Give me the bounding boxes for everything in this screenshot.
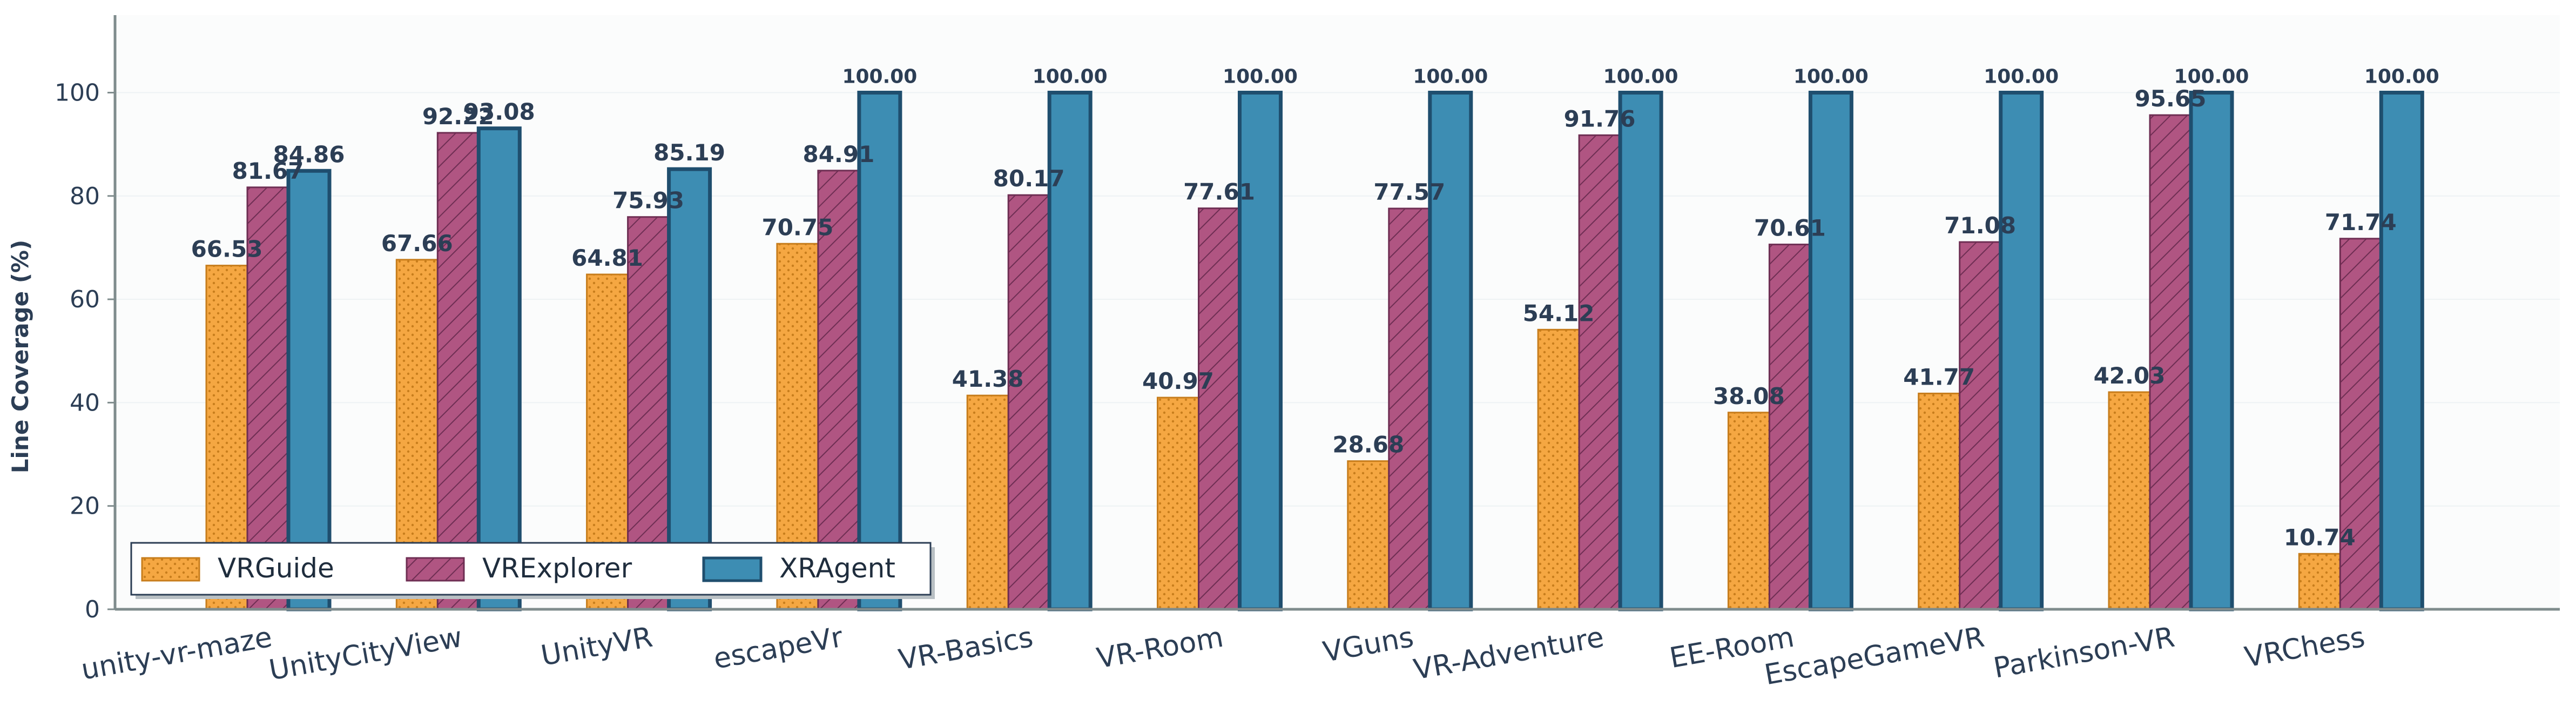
bar-vrguide <box>1918 392 1961 610</box>
data-label-vrexplorer: 84.91 <box>803 141 874 167</box>
data-label-vrguide: 54.12 <box>1523 300 1595 326</box>
legend-label-vrguide: VRGuide <box>218 553 334 584</box>
bar-vrguide <box>1157 396 1199 610</box>
x-tick-label: UnityVR <box>538 621 655 672</box>
data-label-vrexplorer: 95.65 <box>2135 85 2207 112</box>
data-label-vrexplorer: 71.08 <box>1944 212 2016 239</box>
bar-vrguide <box>1727 412 1770 610</box>
data-label-xragent: 100.00 <box>2364 65 2439 88</box>
y-axis-label: Line Coverage (%) <box>7 240 33 473</box>
x-tick-label: VR-Room <box>1094 621 1225 675</box>
y-tick-label: 60 <box>70 286 100 313</box>
data-label-xragent: 85.19 <box>653 139 725 166</box>
bar-vrexplorer <box>436 132 480 610</box>
bar-xragent <box>1238 90 1283 611</box>
data-label-xragent: 100.00 <box>1793 65 1869 88</box>
bar-xragent <box>1618 90 1663 611</box>
x-tick-label: unity-vr-maze <box>79 621 274 687</box>
bar-vrexplorer <box>1959 241 2002 610</box>
bar-vrguide <box>966 394 1009 610</box>
data-label-xragent: 93.08 <box>463 99 535 125</box>
bar-vrguide <box>2108 391 2151 610</box>
x-tick-label: escapeVr <box>711 621 846 676</box>
bar-vrexplorer <box>1198 207 1240 610</box>
data-label-vrguide: 10.74 <box>2284 524 2356 550</box>
bar-vrexplorer <box>817 170 860 610</box>
y-tick-label: 40 <box>70 389 100 416</box>
y-tick-label: 0 <box>85 596 100 623</box>
data-label-vrexplorer: 77.61 <box>1183 179 1255 205</box>
bar-xragent <box>2379 90 2424 611</box>
legend-box <box>130 542 932 596</box>
data-label-vrguide: 67.66 <box>381 230 453 257</box>
bar-vrexplorer <box>2149 114 2192 610</box>
legend-swatch-vrguide <box>141 557 200 582</box>
legend: VRGuide VRExplorer XRAgent <box>130 542 935 599</box>
legend-swatch-xragent <box>702 556 763 582</box>
bar-vrexplorer <box>1007 194 1050 610</box>
bar-xragent <box>667 167 712 611</box>
x-tick-label: EscapeGameVR <box>1762 621 1987 692</box>
bar-xragent <box>476 126 522 611</box>
data-label-xragent: 84.86 <box>273 141 345 167</box>
bar-vrexplorer <box>1768 244 1811 610</box>
data-label-vrguide: 42.03 <box>2094 362 2166 389</box>
data-label-vrguide: 38.08 <box>1713 383 1785 409</box>
data-label-xragent: 100.00 <box>1603 65 1678 88</box>
data-label-vrexplorer: 80.17 <box>993 165 1065 192</box>
bar-xragent <box>2189 90 2234 611</box>
x-tick-label: VGuns <box>1320 621 1416 669</box>
data-label-vrexplorer: 92.22 <box>422 103 494 130</box>
y-tick-label: 80 <box>70 183 100 210</box>
data-label-vrguide: 41.77 <box>1903 364 1975 390</box>
bar-xragent <box>1428 90 1473 611</box>
bar-xragent <box>1999 90 2044 611</box>
data-label-vrexplorer: 77.57 <box>1373 179 1445 205</box>
bar-xragent <box>1808 90 1853 611</box>
x-tick-label: VRChess <box>2242 621 2368 674</box>
x-tick-label: UnityCityView <box>267 621 465 687</box>
data-label-vrguide: 66.53 <box>191 236 263 263</box>
data-label-vrexplorer: 81.67 <box>232 158 304 184</box>
data-label-vrexplorer: 71.74 <box>2325 209 2397 236</box>
data-label-xragent: 100.00 <box>1033 65 1108 88</box>
data-label-vrexplorer: 75.93 <box>612 187 684 214</box>
bar-vrexplorer <box>1388 207 1431 610</box>
x-tick-label: VR-Basics <box>896 621 1036 677</box>
bar-vrguide <box>1347 460 1390 610</box>
bar-vrguide <box>1537 328 1580 610</box>
data-label-vrguide: 41.38 <box>952 366 1024 392</box>
data-label-xragent: 100.00 <box>1413 65 1488 88</box>
legend-swatch-vrexplorer <box>406 557 465 582</box>
y-tick-label: 20 <box>70 493 100 520</box>
data-label-vrexplorer: 70.61 <box>1754 215 1826 241</box>
data-label-xragent: 100.00 <box>1984 65 2059 88</box>
legend-label-vrexplorer: VRExplorer <box>482 553 632 584</box>
data-label-vrguide: 40.97 <box>1142 368 1214 394</box>
bar-vrguide <box>2298 553 2341 610</box>
data-label-vrguide: 28.68 <box>1332 432 1404 458</box>
bar-vrexplorer <box>2339 238 2382 610</box>
data-label-vrguide: 70.75 <box>761 214 833 240</box>
x-tick-label: Parkinson-VR <box>1991 621 2177 685</box>
bar-xragent <box>857 90 902 611</box>
x-tick-label: VR-Adventure <box>1411 621 1606 687</box>
bar-vrexplorer <box>1578 134 1621 610</box>
data-label-xragent: 100.00 <box>2174 65 2249 88</box>
legend-label-xragent: XRAgent <box>779 553 895 584</box>
y-tick-label: 100 <box>55 79 100 106</box>
bar-xragent <box>1047 90 1093 611</box>
data-label-xragent: 100.00 <box>842 65 917 88</box>
data-label-vrguide: 64.81 <box>571 245 643 271</box>
data-label-vrexplorer: 91.76 <box>1564 105 1636 132</box>
data-label-xragent: 100.00 <box>1223 65 1298 88</box>
